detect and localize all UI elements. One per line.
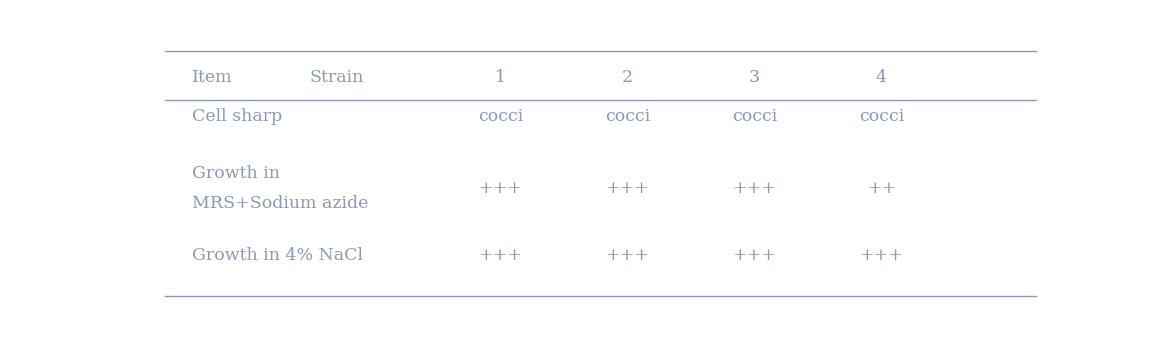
Text: +++: +++ — [860, 247, 903, 264]
Text: 2: 2 — [622, 69, 634, 86]
Text: cocci: cocci — [478, 108, 523, 125]
Text: Item: Item — [192, 69, 232, 86]
Text: +++: +++ — [479, 180, 522, 197]
Text: +++: +++ — [733, 247, 776, 264]
Text: 1: 1 — [495, 69, 506, 86]
Text: Strain: Strain — [310, 69, 364, 86]
Text: 3: 3 — [748, 69, 760, 86]
Text: +++: +++ — [605, 180, 649, 197]
Text: cocci: cocci — [604, 108, 650, 125]
Text: Growth in 4% NaCl: Growth in 4% NaCl — [192, 247, 363, 264]
Text: +++: +++ — [605, 247, 649, 264]
Text: Growth in: Growth in — [192, 165, 280, 182]
Text: 4: 4 — [876, 69, 886, 86]
Text: cocci: cocci — [732, 108, 778, 125]
Text: +++: +++ — [479, 247, 522, 264]
Text: MRS+Sodium azide: MRS+Sodium azide — [192, 195, 368, 212]
Text: Cell sharp: Cell sharp — [192, 108, 282, 125]
Text: ++: ++ — [867, 180, 896, 197]
Text: +++: +++ — [733, 180, 776, 197]
Text: cocci: cocci — [858, 108, 904, 125]
